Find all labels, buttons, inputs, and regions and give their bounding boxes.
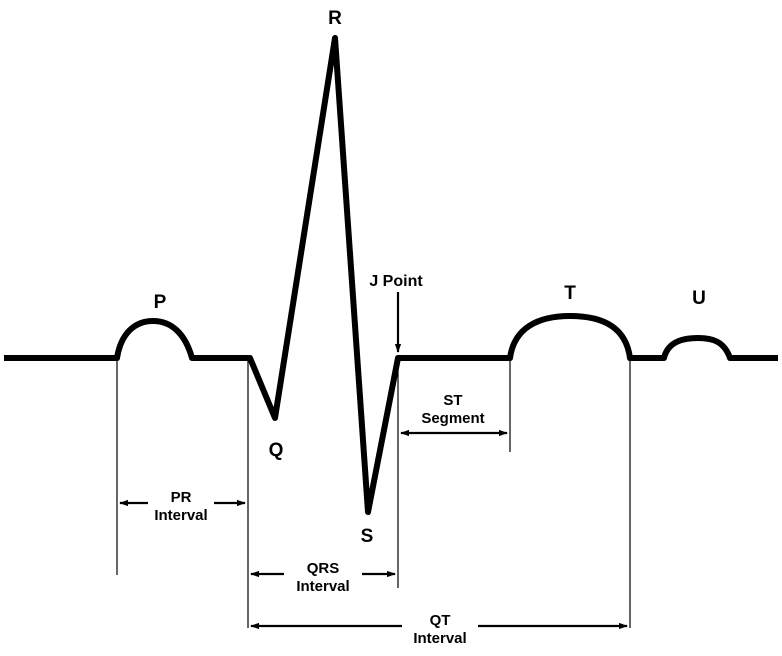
qt-label-background: [402, 610, 478, 644]
qrs-label-background: [284, 558, 362, 594]
t-wave-label: T: [564, 283, 576, 304]
pr-label-background: [148, 488, 214, 522]
u-wave-label: U: [692, 288, 706, 309]
st-segment-label-line1: ST: [443, 392, 462, 409]
qrs-interval-label-line1: QRS: [307, 560, 340, 577]
j-point-label: J Point: [369, 273, 423, 290]
ecg-waveform: [4, 35, 778, 515]
q-wave-label: Q: [269, 440, 284, 461]
s-wave-label: S: [361, 526, 374, 547]
qt-interval-label-line1: QT: [430, 612, 451, 629]
r-wave-label: R: [328, 8, 342, 29]
qrs-interval-label-line2: Interval: [296, 578, 349, 595]
pr-interval-label-line1: PR: [171, 489, 192, 506]
p-wave-label: P: [154, 292, 167, 313]
qt-interval-label-line2: Interval: [413, 630, 466, 647]
st-segment-label-line2: Segment: [421, 410, 484, 427]
pr-interval-label-line2: Interval: [154, 507, 207, 524]
